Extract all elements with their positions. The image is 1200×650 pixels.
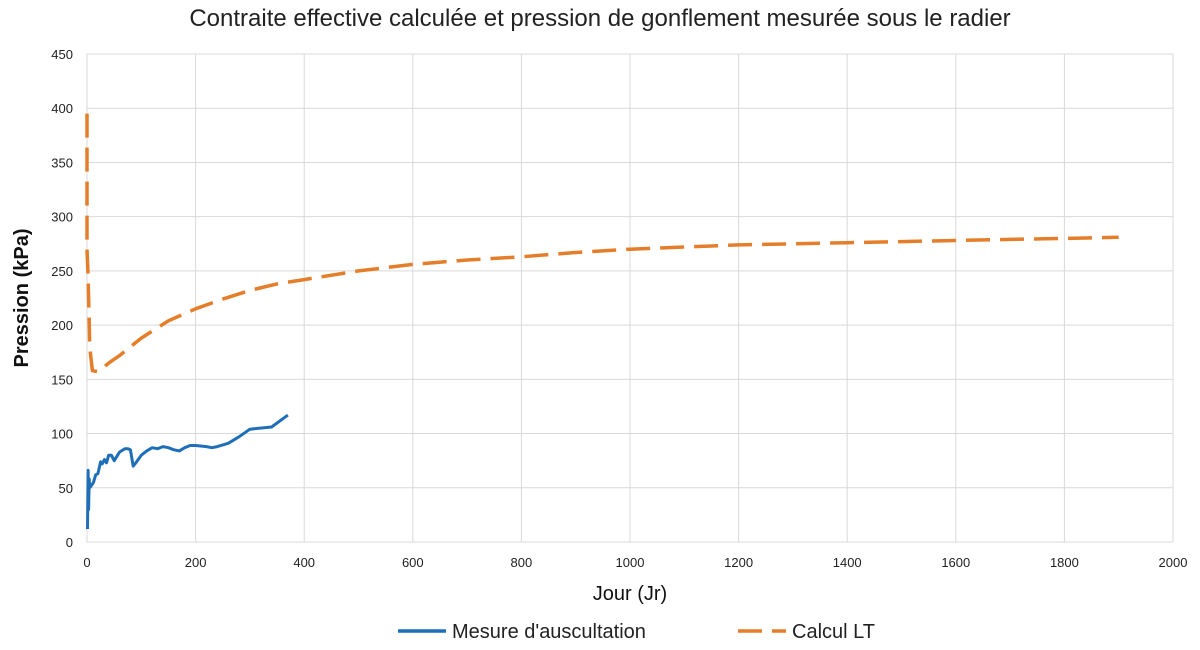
x-tick-label: 1200: [724, 555, 753, 570]
y-tick-label: 50: [59, 481, 73, 496]
x-tick-labels: 0 200 400 600 800 1000 1200 1400 1600 1800 2000: [83, 555, 1187, 570]
y-tick-label: 250: [51, 264, 73, 279]
y-axis-label: Pression (kPa): [11, 229, 33, 368]
y-tick-label: 200: [51, 318, 73, 333]
x-tick-label: 2000: [1159, 555, 1188, 570]
y-tick-label: 350: [51, 155, 73, 170]
y-tick-label: 100: [51, 427, 73, 442]
y-tick-labels: 0 50 100 150 200 250 300 350 400 450: [51, 47, 73, 550]
x-tick-label: 0: [83, 555, 90, 570]
x-tick-label: 1400: [833, 555, 862, 570]
x-tick-label: 1600: [941, 555, 970, 570]
x-tick-label: 1800: [1050, 555, 1079, 570]
x-tick-label: 800: [511, 555, 533, 570]
legend: Mesure d'auscultation Calcul LT: [398, 621, 875, 643]
y-tick-label: 150: [51, 372, 73, 387]
x-axis-label: Jour (Jr): [593, 583, 667, 605]
y-tick-label: 450: [51, 47, 73, 62]
x-tick-label: 400: [293, 555, 315, 570]
series-line-2: [85, 113, 1119, 374]
x-tick-label: 1000: [616, 555, 645, 570]
y-tick-label: 400: [51, 101, 73, 116]
grid: [86, 53, 1174, 543]
y-tick-label: 0: [66, 535, 73, 550]
legend-label-2: Calcul LT: [792, 621, 875, 643]
x-tick-label: 200: [185, 555, 207, 570]
series-group: [85, 113, 1119, 530]
legend-label-1: Mesure d'auscultation: [452, 621, 646, 643]
x-tick-label: 600: [402, 555, 424, 570]
chart-title: Contraite effective calculée et pression…: [189, 5, 1010, 32]
series-line-1: [86, 413, 289, 530]
y-tick-label: 300: [51, 210, 73, 225]
